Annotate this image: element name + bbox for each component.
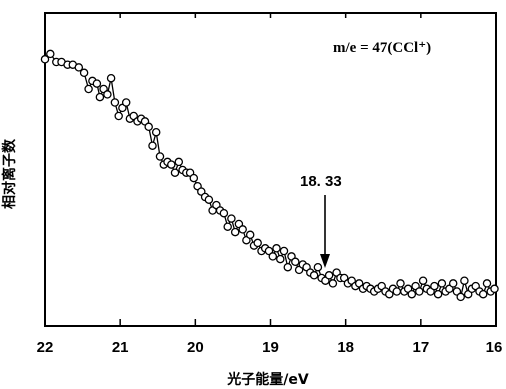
x-tick-label: 21 [112,339,129,356]
data-point [40,55,50,64]
data-point [460,276,469,285]
data-point [478,289,488,299]
x-axis-ticks [44,13,497,326]
x-tick-label: 22 [37,339,54,356]
data-point [121,98,131,107]
data-point [84,84,93,94]
x-tick-label: 16 [486,339,503,356]
data-point [392,287,402,296]
data-point [418,276,428,285]
data-point [223,222,232,231]
data-point [272,244,281,253]
data-point [482,279,492,288]
annotation: 18. 33 [300,173,342,268]
data-point [144,122,153,132]
data-point [456,292,465,302]
data-point [448,279,458,288]
data-point [95,92,105,102]
data-point [283,262,293,272]
annotation-label: 18. 33 [300,173,342,190]
data-point [106,73,116,83]
data-point [396,279,405,288]
data-point [313,262,323,272]
data-point [170,168,180,177]
data-point [155,152,165,161]
data-point [151,127,161,137]
data-point [227,214,236,223]
data-point [92,79,102,88]
data-point [230,227,240,237]
data-point [309,271,319,280]
data-point [148,141,157,150]
data-point [219,208,229,218]
annotation-arrowhead [320,254,330,268]
data-point [433,289,443,299]
data-point [204,195,214,204]
y-axis-title: 相对离子数 [1,138,18,209]
data-point [245,230,255,240]
series-line [44,52,495,299]
data-point [238,225,247,234]
data-point [437,279,447,288]
x-axis-tick-labels: 22 21 20 19 18 17 16 [37,339,503,356]
data-point [103,90,112,99]
data-point [430,281,439,291]
legend-label: m/e = 47(CCl⁺) [333,40,431,56]
data-point [415,287,424,296]
plot-frame [44,12,497,327]
x-tick-label: 20 [187,339,204,356]
data-point [253,238,262,248]
series-points [40,49,499,302]
data-point [167,160,176,169]
data-point [324,271,334,280]
x-tick-label: 17 [412,339,429,356]
data-point [114,111,123,121]
x-tick-label: 18 [337,339,354,356]
data-point [328,279,338,288]
data-point [490,284,499,294]
data-point [189,173,199,183]
data-point [174,157,184,167]
x-tick-label: 19 [262,339,279,356]
data-point [110,98,120,107]
data-point [74,63,84,72]
data-point [46,49,55,59]
data-point [268,252,278,261]
data-point [79,68,89,78]
data-point [279,246,289,256]
data-point [407,289,417,299]
x-axis-title: 光子能量/eV [226,371,309,388]
legend: m/e = 47(CCl⁺) [333,40,431,56]
data-point [291,257,300,267]
data-point [276,254,285,264]
